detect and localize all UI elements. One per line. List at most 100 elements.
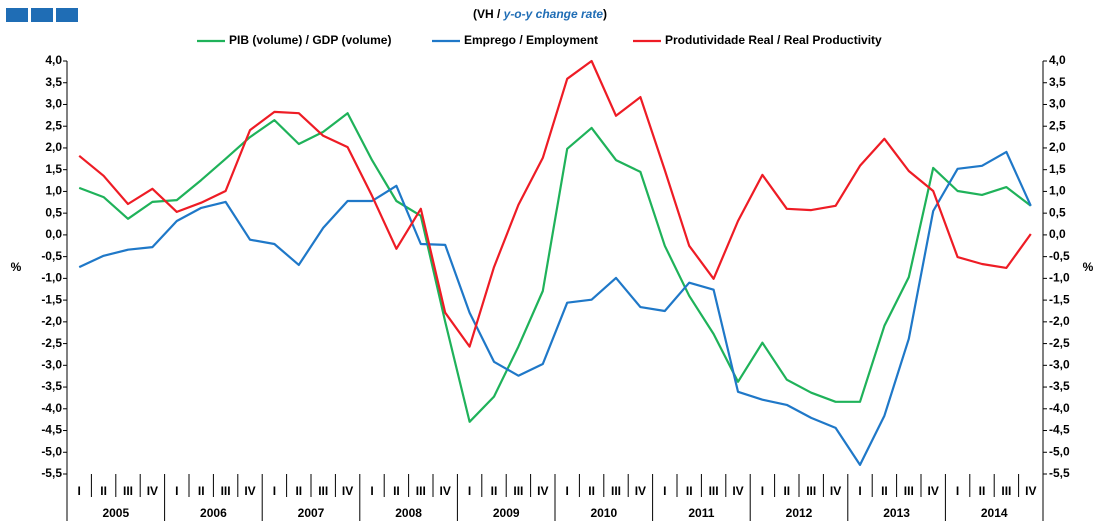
decor <box>31 8 53 22</box>
y2-tick-label: 1,0 <box>1049 184 1066 198</box>
series-line <box>78 112 1032 423</box>
y2-tick-label: -4,0 <box>1049 401 1070 415</box>
y2-tick-label: -3,5 <box>1049 379 1070 393</box>
x-tick-label: II <box>783 484 790 498</box>
y-tick-label: -4,5 <box>41 423 62 437</box>
x-tick-label: III <box>806 484 816 498</box>
y2-tick-label: -5,5 <box>1049 466 1070 480</box>
decor <box>6 8 28 22</box>
x-group-label: 2005 <box>102 506 129 520</box>
y-tick-label: 2,0 <box>45 140 62 154</box>
x-tick-label: I <box>858 484 861 498</box>
y-tick-label: 0,5 <box>45 205 62 219</box>
x-tick-label: III <box>416 484 426 498</box>
x-group-label: 2014 <box>981 506 1008 520</box>
x-tick-label: IV <box>732 484 743 498</box>
y2-tick-label: 2,5 <box>1049 118 1066 132</box>
y2-tick-label: -2,0 <box>1049 314 1070 328</box>
y-tick-label: 2,5 <box>45 118 62 132</box>
x-tick-label: II <box>100 484 107 498</box>
y-tick-label: -1,0 <box>41 271 62 285</box>
decor <box>56 8 78 22</box>
x-tick-label: IV <box>244 484 255 498</box>
x-tick-label: III <box>123 484 133 498</box>
x-tick-label: III <box>513 484 523 498</box>
y-tick-label: -2,0 <box>41 314 62 328</box>
x-tick-label: II <box>295 484 302 498</box>
y-tick-label: -3,0 <box>41 357 62 371</box>
title-part: ) <box>603 7 607 21</box>
x-tick-label: II <box>491 484 498 498</box>
y2-tick-label: -1,5 <box>1049 292 1070 306</box>
x-tick-label: IV <box>537 484 548 498</box>
y-tick-label: 1,5 <box>45 162 62 176</box>
y-tick-label: 3,5 <box>45 75 62 89</box>
x-tick-label: II <box>198 484 205 498</box>
x-tick-label: I <box>663 484 666 498</box>
x-group-label: 2010 <box>590 506 617 520</box>
x-tick-label: I <box>761 484 764 498</box>
x-group-label: 2011 <box>688 506 714 520</box>
y2-tick-label: -1,0 <box>1049 271 1070 285</box>
y-tick-label: -1,5 <box>41 292 62 306</box>
x-tick-label: I <box>956 484 959 498</box>
chart-title: (VH / y-o-y change rate) <box>473 7 607 21</box>
y-tick-label: -0,5 <box>41 249 62 263</box>
x-tick-label: I <box>78 484 81 498</box>
y2-tick-label: -0,5 <box>1049 249 1070 263</box>
y2-tick-label: -2,5 <box>1049 336 1070 350</box>
x-tick-label: III <box>221 484 231 498</box>
y2-tick-label: -5,0 <box>1049 444 1070 458</box>
x-tick-label: I <box>566 484 569 498</box>
y-tick-label: 1,0 <box>45 184 62 198</box>
x-tick-label: I <box>468 484 471 498</box>
y-axis-label: % <box>11 260 22 274</box>
x-group-label: 2013 <box>883 506 910 520</box>
x-tick-label: IV <box>147 484 158 498</box>
y-tick-label: -3,5 <box>41 379 62 393</box>
y2-tick-label: 3,5 <box>1049 75 1066 89</box>
y2-tick-label: 1,5 <box>1049 162 1066 176</box>
x-tick-label: IV <box>440 484 451 498</box>
title-part: y-o-y change rate <box>503 7 604 21</box>
legend-label: PIB (volume) / GDP (volume) <box>229 33 391 47</box>
y2-tick-label: 2,0 <box>1049 140 1066 154</box>
x-tick-label: IV <box>928 484 939 498</box>
x-tick-label: IV <box>342 484 353 498</box>
x-tick-label: I <box>370 484 373 498</box>
x-tick-label: I <box>273 484 276 498</box>
x-tick-label: IV <box>635 484 646 498</box>
y2-tick-label: 0,5 <box>1049 205 1066 219</box>
x-tick-label: III <box>1001 484 1011 498</box>
x-tick-label: IV <box>830 484 841 498</box>
y-tick-label: -2,5 <box>41 336 62 350</box>
series-line <box>78 59 1032 348</box>
x-tick-label: II <box>979 484 986 498</box>
x-tick-label: IV <box>1025 484 1036 498</box>
x-group-label: 2006 <box>200 506 227 520</box>
y2-axis-label: % <box>1083 260 1094 274</box>
x-group-label: 2008 <box>395 506 422 520</box>
y-tick-label: -4,0 <box>41 401 62 415</box>
x-group-label: 2007 <box>298 506 325 520</box>
y2-tick-label: 4,0 <box>1049 53 1066 67</box>
legend-label: Produtividade Real / Real Productivity <box>665 33 882 47</box>
y-tick-label: 0,0 <box>45 227 62 241</box>
y-tick-label: 3,0 <box>45 97 62 111</box>
x-tick-label: II <box>588 484 595 498</box>
x-tick-label: III <box>904 484 914 498</box>
x-tick-label: I <box>175 484 178 498</box>
y2-tick-label: -3,0 <box>1049 357 1070 371</box>
y-tick-label: -5,5 <box>41 466 62 480</box>
y-tick-label: -5,0 <box>41 444 62 458</box>
y2-tick-label: -4,5 <box>1049 423 1070 437</box>
x-tick-label: III <box>709 484 719 498</box>
x-tick-label: III <box>611 484 621 498</box>
title-part: (VH / <box>473 7 504 21</box>
y2-tick-label: 3,0 <box>1049 97 1066 111</box>
x-tick-label: II <box>686 484 693 498</box>
y2-tick-label: 0,0 <box>1049 227 1066 241</box>
legend-label: Emprego / Employment <box>464 33 598 47</box>
x-tick-label: II <box>393 484 400 498</box>
